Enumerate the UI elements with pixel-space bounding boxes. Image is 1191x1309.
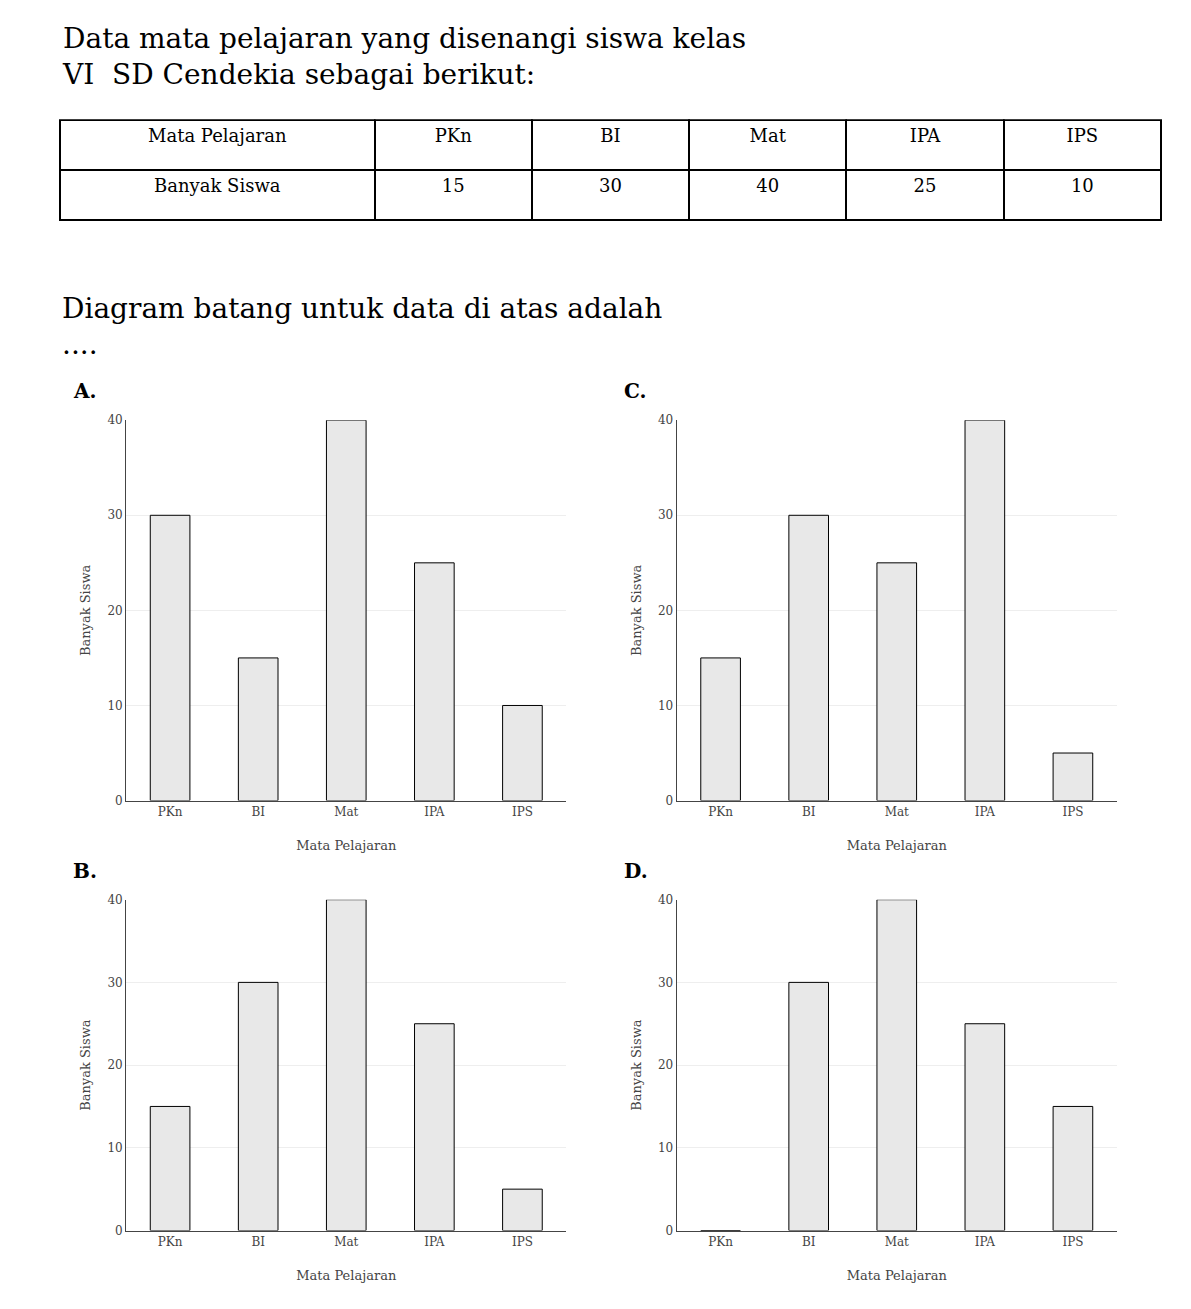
svg-text:0: 0 (115, 1224, 123, 1238)
svg-text:20: 20 (658, 1058, 673, 1072)
svg-text:C.: C. (624, 379, 647, 403)
svg-text:IPS: IPS (512, 1235, 533, 1249)
svg-text:BI: BI (802, 805, 816, 819)
svg-text:Diagram batang untuk data di a: Diagram batang untuk data di atas adalah… (62, 292, 662, 361)
svg-text:IPA: IPA (975, 1235, 996, 1249)
svg-text:IPS: IPS (512, 805, 533, 819)
svg-text:B.: B. (73, 859, 97, 883)
svg-text:BI: BI (600, 125, 620, 146)
svg-text:Mat: Mat (334, 805, 358, 819)
svg-text:Banyak Siswa: Banyak Siswa (78, 564, 93, 656)
svg-text:BI: BI (802, 1235, 816, 1249)
svg-text:30: 30 (107, 976, 122, 990)
svg-text:40: 40 (658, 413, 673, 427)
svg-text:0: 0 (115, 794, 123, 808)
svg-text:Mat: Mat (885, 805, 909, 819)
svg-text:IPA: IPA (910, 125, 942, 146)
svg-text:30: 30 (658, 508, 673, 522)
svg-text:Banyak Siswa: Banyak Siswa (629, 1019, 644, 1111)
svg-text:30: 30 (107, 508, 122, 522)
svg-text:40: 40 (658, 893, 673, 907)
svg-text:PKn: PKn (708, 1235, 733, 1249)
svg-text:IPA: IPA (975, 805, 996, 819)
svg-text:Mata Pelajaran: Mata Pelajaran (148, 125, 287, 146)
svg-text:40: 40 (756, 175, 779, 196)
svg-text:PKn: PKn (158, 1235, 183, 1249)
svg-text:Mat: Mat (334, 1235, 358, 1249)
svg-text:IPA: IPA (424, 1235, 445, 1249)
svg-text:10: 10 (1071, 175, 1094, 196)
svg-text:25: 25 (914, 175, 937, 196)
svg-text:Mata Pelajaran: Mata Pelajaran (847, 1268, 948, 1283)
svg-text:Banyak Siswa: Banyak Siswa (154, 175, 281, 196)
svg-text:10: 10 (658, 1141, 673, 1155)
svg-text:30: 30 (658, 976, 673, 990)
svg-text:Mat: Mat (885, 1235, 909, 1249)
svg-text:PKn: PKn (435, 125, 473, 146)
svg-text:20: 20 (107, 604, 122, 618)
svg-text:Data mata pelajaran yang disen: Data mata pelajaran yang disenangi siswa… (62, 22, 746, 91)
svg-text:IPS: IPS (1062, 805, 1083, 819)
svg-text:20: 20 (107, 1058, 122, 1072)
svg-text:IPS: IPS (1067, 125, 1099, 146)
svg-text:15: 15 (442, 175, 465, 196)
svg-text:10: 10 (658, 699, 673, 713)
svg-text:PKn: PKn (158, 805, 183, 819)
svg-text:BI: BI (251, 805, 265, 819)
svg-text:Mata Pelajaran: Mata Pelajaran (296, 1268, 397, 1283)
svg-text:IPS: IPS (1062, 1235, 1083, 1249)
svg-text:Mat: Mat (750, 125, 787, 146)
svg-text:PKn: PKn (708, 805, 733, 819)
svg-text:Mata Pelajaran: Mata Pelajaran (847, 838, 948, 853)
svg-text:IPA: IPA (424, 805, 445, 819)
svg-text:0: 0 (666, 1224, 674, 1238)
svg-text:A.: A. (73, 379, 96, 403)
svg-text:BI: BI (251, 1235, 265, 1249)
svg-text:Mata Pelajaran: Mata Pelajaran (296, 838, 397, 853)
svg-text:Banyak Siswa: Banyak Siswa (629, 564, 644, 656)
svg-text:D.: D. (624, 859, 648, 883)
svg-text:10: 10 (107, 699, 122, 713)
svg-text:30: 30 (599, 175, 622, 196)
svg-text:0: 0 (666, 794, 674, 808)
svg-text:40: 40 (107, 893, 122, 907)
svg-text:40: 40 (107, 413, 122, 427)
svg-text:20: 20 (658, 604, 673, 618)
svg-text:10: 10 (107, 1141, 122, 1155)
svg-text:Banyak Siswa: Banyak Siswa (78, 1019, 93, 1111)
